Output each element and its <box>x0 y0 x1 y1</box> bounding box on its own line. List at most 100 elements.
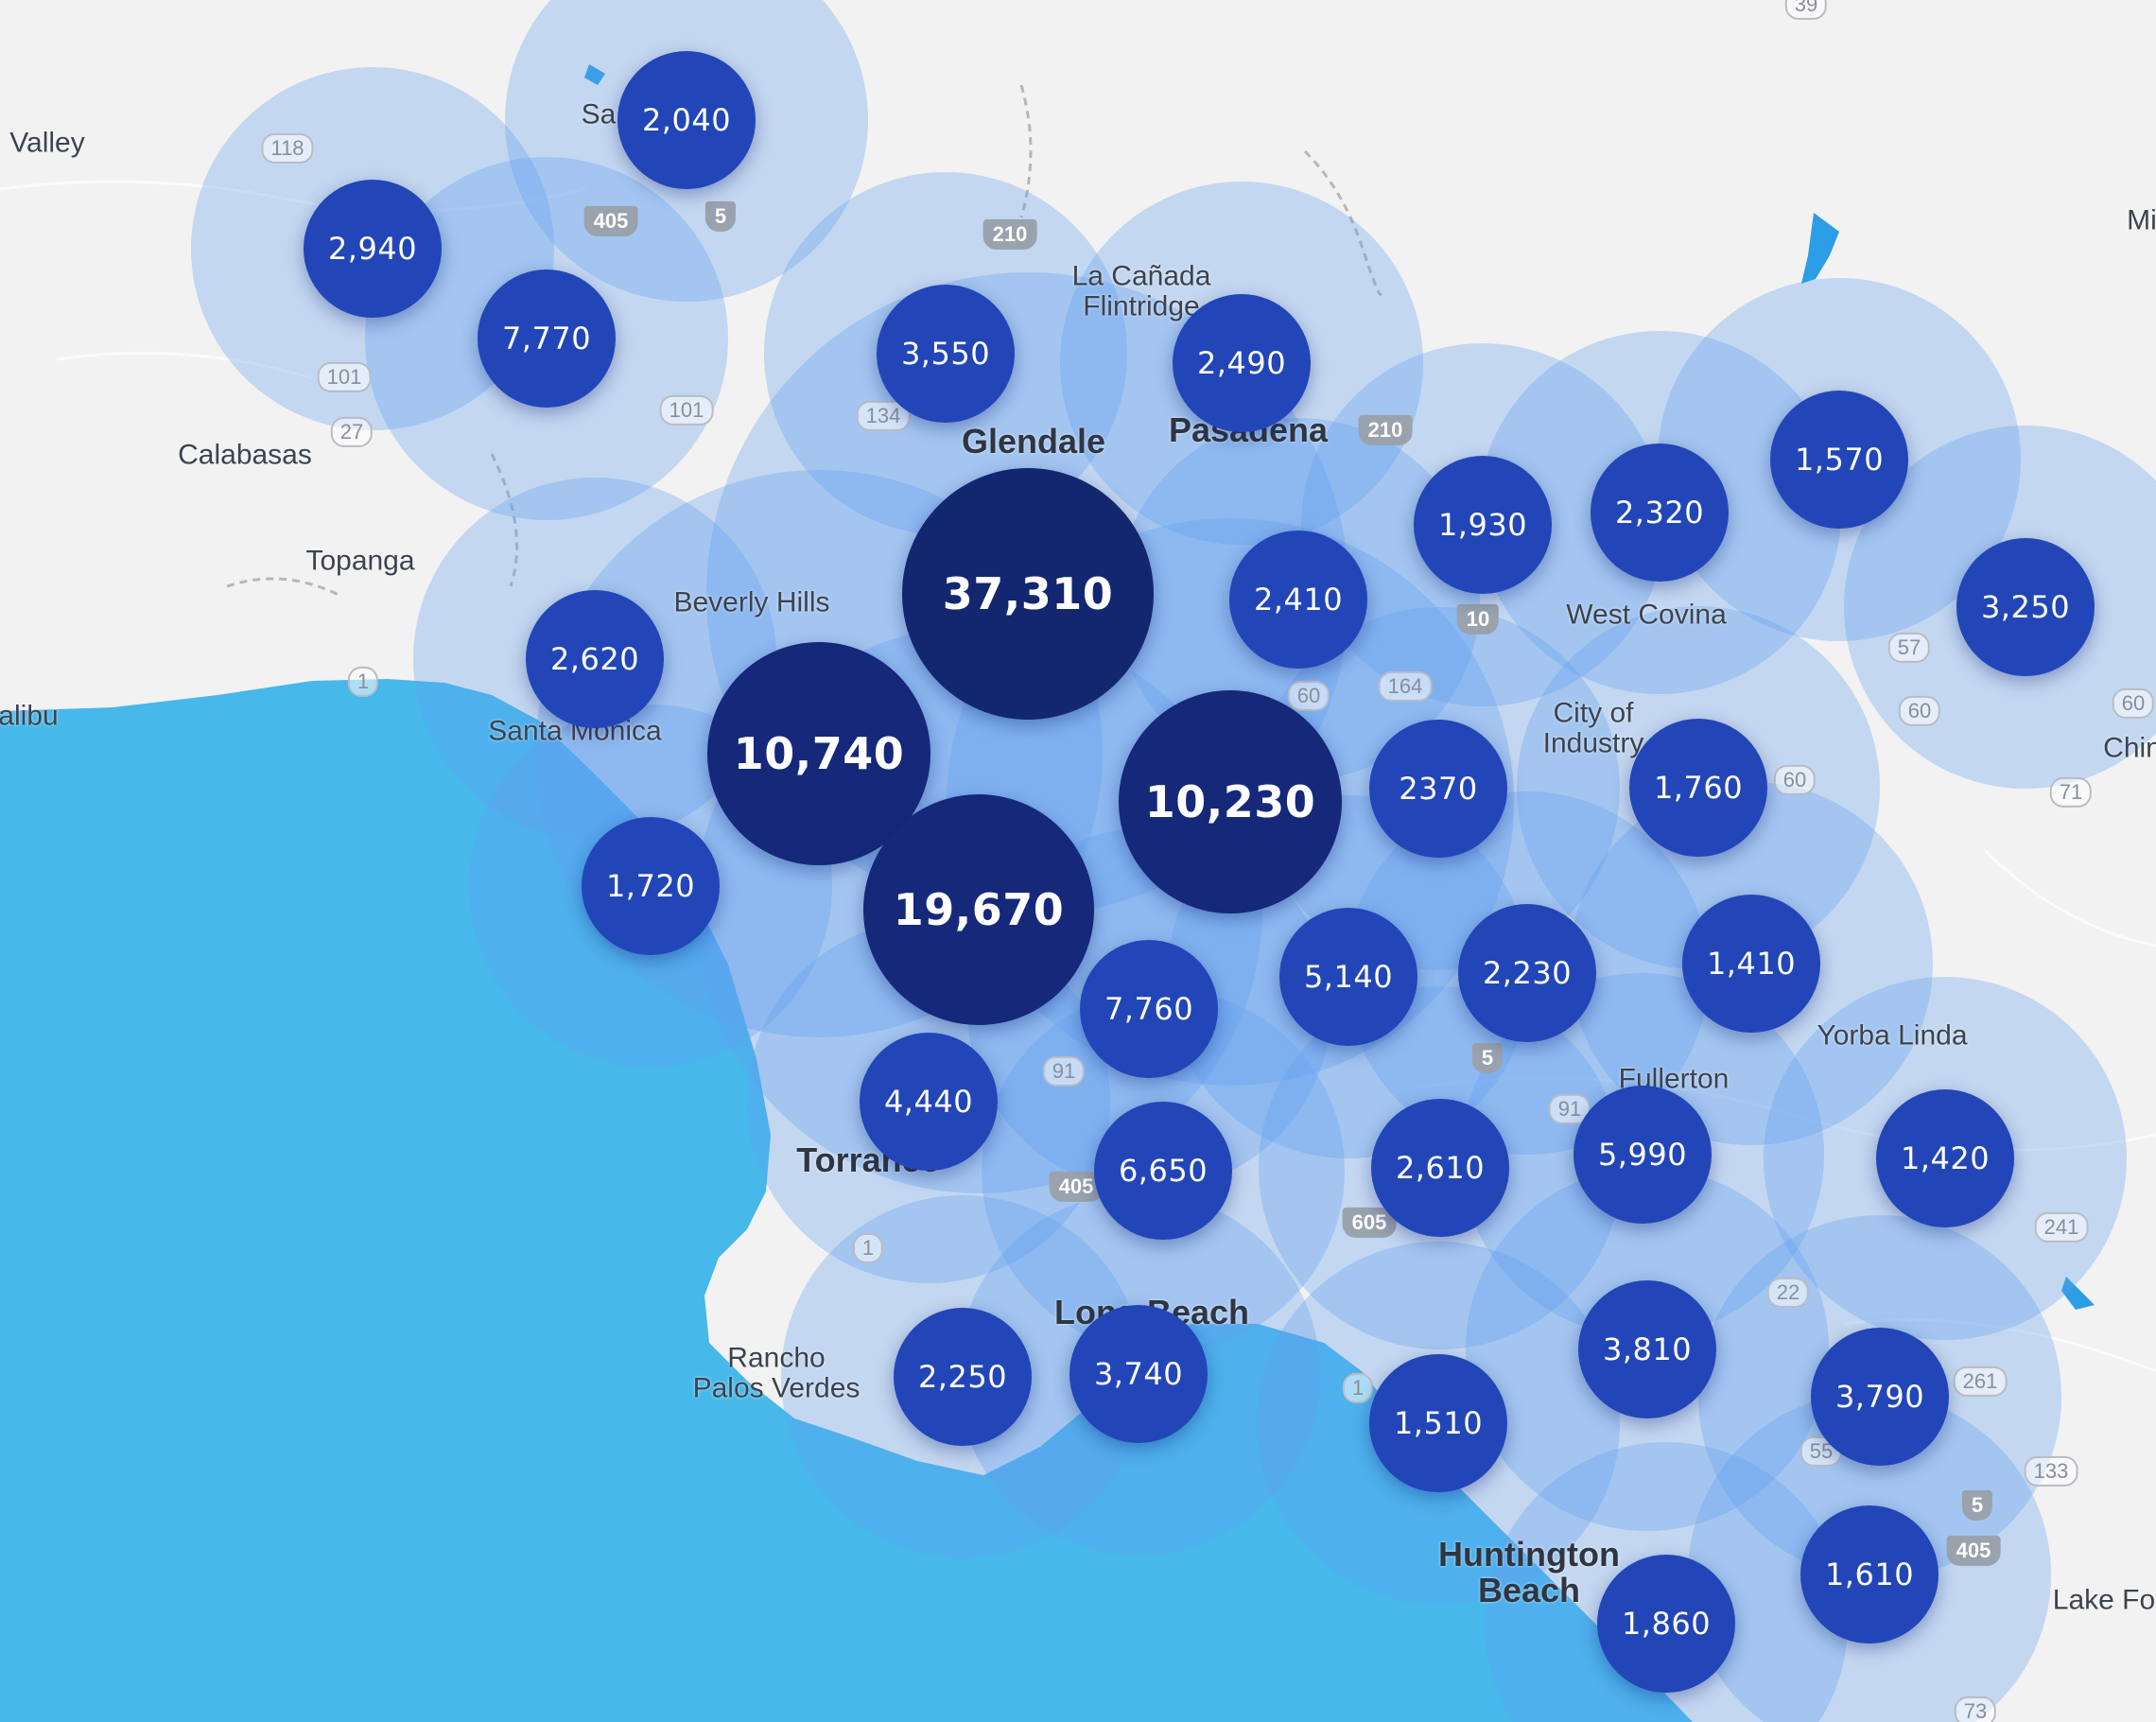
route-shield-icon: 10 <box>1456 603 1500 635</box>
cluster-marker[interactable]: 37,310 <box>902 468 1154 720</box>
cluster-count: 2,230 <box>1482 955 1573 991</box>
cluster-count: 1,570 <box>1794 442 1885 478</box>
cluster-count: 10,230 <box>1144 776 1316 827</box>
cluster-marker[interactable]: 2,250 <box>894 1308 1032 1446</box>
route-shield-icon: 57 <box>1887 632 1931 664</box>
cluster-count: 1,410 <box>1706 946 1797 982</box>
cluster-marker[interactable]: 2,610 <box>1371 1099 1509 1237</box>
route-shield-icon: 405 <box>1946 1535 2001 1567</box>
cluster-marker[interactable]: 3,810 <box>1578 1280 1716 1418</box>
cluster-count: 2370 <box>1399 771 1478 807</box>
route-shield-icon: 60 <box>1898 695 1941 727</box>
cluster-count: 7,760 <box>1104 991 1194 1027</box>
route-shield-icon: 73 <box>1954 1696 1997 1722</box>
route-shield-icon: 1 <box>1342 1372 1374 1404</box>
cluster-marker[interactable]: 1,930 <box>1414 456 1552 594</box>
place-label: City of Industry <box>1542 697 1644 758</box>
route-shield-icon: 60 <box>1773 764 1817 796</box>
route-shield-icon: 22 <box>1766 1277 1810 1309</box>
cluster-marker[interactable]: 3,740 <box>1069 1305 1208 1443</box>
cluster-marker[interactable]: 2,320 <box>1591 444 1729 582</box>
cluster-marker[interactable]: 7,770 <box>478 270 616 408</box>
cluster-marker[interactable]: 5,990 <box>1574 1086 1712 1224</box>
cluster-count: 4,440 <box>883 1084 974 1120</box>
place-label: Sa <box>581 98 617 130</box>
cluster-count: 1,760 <box>1653 770 1744 806</box>
cluster-marker[interactable]: 5,140 <box>1279 908 1417 1046</box>
place-label: West Covina <box>1566 599 1727 631</box>
cluster-marker[interactable]: 1,420 <box>1876 1089 2014 1227</box>
cluster-marker[interactable]: 10,230 <box>1119 690 1342 913</box>
cluster-count: 1,510 <box>1393 1405 1484 1441</box>
route-shield-icon: 101 <box>317 361 372 393</box>
cluster-marker[interactable]: 1,410 <box>1682 895 1820 1033</box>
place-label: Beverly Hills <box>673 586 830 618</box>
place-label: Lake Fo <box>2052 1584 2156 1616</box>
cluster-marker[interactable]: 1,610 <box>1800 1505 1939 1644</box>
cluster-marker[interactable]: 2,230 <box>1458 904 1596 1042</box>
cluster-marker[interactable]: 2,940 <box>304 180 442 318</box>
cluster-count: 37,310 <box>942 568 1114 619</box>
route-shield-icon: 164 <box>1378 670 1433 703</box>
cluster-count: 1,720 <box>605 868 696 904</box>
cluster-count: 1,930 <box>1437 507 1528 543</box>
cluster-marker[interactable]: 10,740 <box>707 642 930 865</box>
cluster-marker[interactable]: 1,760 <box>1629 719 1767 857</box>
cluster-marker[interactable]: 1,570 <box>1770 391 1908 529</box>
cluster-marker[interactable]: 1,860 <box>1597 1555 1735 1693</box>
cluster-marker[interactable]: 1,510 <box>1369 1354 1507 1492</box>
route-shield-icon: 71 <box>2049 776 2093 809</box>
cluster-marker[interactable]: 3,790 <box>1811 1328 1949 1466</box>
cluster-marker[interactable]: 19,670 <box>863 794 1094 1025</box>
place-label: Yorba Linda <box>1817 1019 1968 1052</box>
route-shield-icon: 27 <box>330 416 374 448</box>
cluster-count: 3,740 <box>1093 1356 1184 1392</box>
ocean <box>0 679 1693 1722</box>
cluster-marker[interactable]: 4,440 <box>860 1033 998 1171</box>
cluster-count: 3,550 <box>900 336 991 372</box>
route-shield-icon: 133 <box>2024 1455 2078 1487</box>
cluster-marker[interactable]: 2,490 <box>1173 294 1311 432</box>
route-shield-icon: 1 <box>347 666 379 698</box>
cluster-count: 2,250 <box>917 1359 1008 1395</box>
route-shield-icon: 5 <box>704 200 737 233</box>
cluster-marker[interactable]: 7,760 <box>1080 940 1218 1078</box>
route-shield-icon: 1 <box>852 1232 884 1264</box>
cluster-count: 2,940 <box>327 231 418 267</box>
place-label: Valley <box>9 127 85 159</box>
cluster-count: 1,610 <box>1824 1557 1915 1592</box>
route-shield-icon: 91 <box>1042 1055 1086 1087</box>
place-label: Huntington Beach <box>1438 1535 1620 1609</box>
route-shield-icon: 5 <box>1961 1489 1993 1522</box>
route-shield-icon: 118 <box>261 132 314 165</box>
route-shield-icon: 210 <box>982 218 1037 251</box>
cluster-marker[interactable]: 3,550 <box>877 285 1015 423</box>
cluster-marker[interactable]: 6,650 <box>1094 1102 1232 1240</box>
cluster-marker[interactable]: 2,410 <box>1229 531 1367 669</box>
route-shield-icon: 405 <box>583 205 638 237</box>
cluster-count: 1,860 <box>1621 1606 1712 1642</box>
cluster-count: 1,420 <box>1900 1140 1991 1176</box>
cluster-count: 7,770 <box>501 321 592 357</box>
cluster-marker[interactable]: 2,620 <box>526 590 664 728</box>
route-shield-icon: 261 <box>1953 1365 2008 1398</box>
cluster-count: 5,990 <box>1597 1137 1688 1173</box>
cluster-count: 3,810 <box>1602 1331 1693 1367</box>
cluster-marker[interactable]: 1,720 <box>582 817 720 955</box>
cluster-marker[interactable]: 2370 <box>1369 720 1507 858</box>
cluster-count: 2,610 <box>1395 1150 1486 1186</box>
cluster-count: 6,650 <box>1118 1153 1208 1189</box>
route-shield-icon: 241 <box>2034 1211 2089 1244</box>
route-shield-icon: 91 <box>1548 1093 1591 1125</box>
cluster-count: 3,790 <box>1834 1379 1925 1415</box>
route-shield-icon: 5 <box>1471 1042 1504 1074</box>
cluster-marker[interactable]: 2,040 <box>617 51 756 189</box>
place-label: La Cañada Flintridge <box>1071 260 1211 322</box>
route-shield-icon: 210 <box>1358 414 1413 446</box>
cluster-marker[interactable]: 3,250 <box>1956 538 2095 676</box>
route-shield-icon: 39 <box>1784 0 1828 21</box>
place-label: Chin <box>2103 732 2156 764</box>
place-label: Calabasas <box>178 439 312 471</box>
cluster-count: 2,320 <box>1614 495 1705 531</box>
